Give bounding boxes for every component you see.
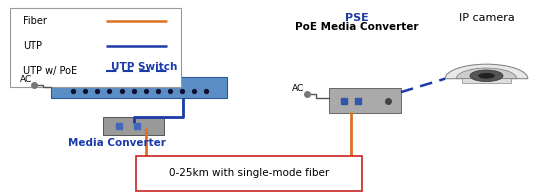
Text: PSE: PSE bbox=[345, 13, 369, 23]
Text: Fiber: Fiber bbox=[23, 16, 47, 26]
Text: 0-25km with single-mode fiber: 0-25km with single-mode fiber bbox=[170, 168, 330, 178]
Text: IP camera: IP camera bbox=[459, 13, 514, 23]
FancyBboxPatch shape bbox=[330, 88, 401, 113]
Text: AC: AC bbox=[293, 84, 305, 93]
Bar bbox=[461, 78, 511, 83]
Circle shape bbox=[478, 73, 495, 79]
Text: UTP w/ PoE: UTP w/ PoE bbox=[23, 66, 78, 76]
Text: UTP: UTP bbox=[23, 41, 43, 51]
Wedge shape bbox=[445, 64, 528, 79]
FancyBboxPatch shape bbox=[9, 8, 181, 87]
Text: AC: AC bbox=[19, 75, 32, 84]
FancyBboxPatch shape bbox=[136, 156, 362, 191]
Text: UTP Switch: UTP Switch bbox=[111, 62, 178, 72]
FancyBboxPatch shape bbox=[51, 77, 227, 98]
Text: PoE Media Converter: PoE Media Converter bbox=[295, 22, 419, 32]
Wedge shape bbox=[456, 68, 517, 79]
FancyBboxPatch shape bbox=[104, 117, 164, 135]
Text: Media Converter: Media Converter bbox=[68, 138, 166, 148]
Circle shape bbox=[470, 70, 503, 82]
